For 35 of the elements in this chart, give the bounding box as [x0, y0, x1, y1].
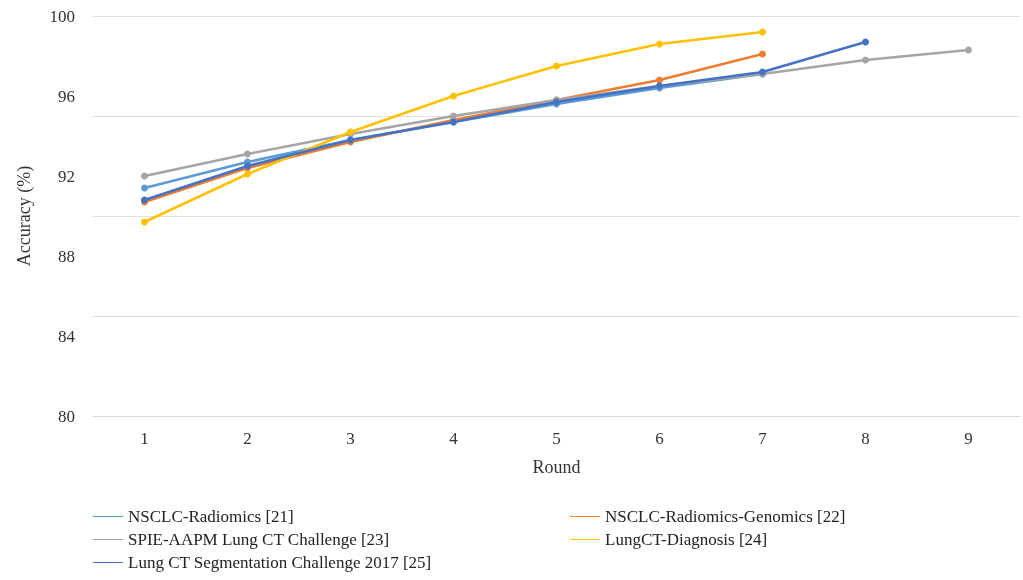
point	[759, 28, 766, 36]
y-tick-label: 100	[49, 6, 75, 26]
point	[244, 170, 251, 178]
legend-label: NSCLC-Radiomics [21]	[128, 507, 294, 526]
point	[244, 150, 251, 158]
legend-label: NSCLC-Radiomics-Genomics [22]	[605, 507, 846, 526]
x-tick-label: 8	[861, 429, 870, 448]
legend-label: SPIE-AAPM Lung CT Challenge [23]	[128, 530, 390, 549]
point	[965, 46, 972, 54]
x-tick-label: 2	[243, 429, 252, 448]
y-axis-title: Accuracy (%)	[14, 165, 35, 267]
point	[553, 62, 560, 70]
x-tick-label: 7	[758, 429, 768, 448]
point	[141, 172, 148, 180]
point	[141, 184, 148, 192]
x-tick-label: 6	[655, 429, 664, 448]
x-tick-label: 4	[449, 429, 459, 448]
y-tick-label: 92	[58, 166, 75, 186]
y-tick-label: 84	[58, 326, 76, 346]
point	[759, 50, 766, 58]
x-tick-label: 3	[346, 429, 355, 448]
legend-label: LungCT-Diagnosis [24]	[605, 530, 768, 549]
y-tick-label: 88	[58, 246, 75, 266]
x-axis-title: Round	[532, 457, 581, 477]
x-tick-label: 5	[552, 429, 561, 448]
y-tick-label: 80	[58, 406, 75, 426]
legend-label: Lung CT Segmentation Challenge 2017 [25]	[128, 553, 432, 572]
x-tick-label: 9	[964, 429, 973, 448]
point	[656, 40, 663, 48]
point	[450, 92, 457, 100]
point	[141, 218, 148, 226]
point	[862, 38, 869, 46]
y-tick-label: 96	[58, 86, 75, 106]
point	[862, 56, 869, 64]
x-tick-label: 1	[140, 429, 149, 448]
